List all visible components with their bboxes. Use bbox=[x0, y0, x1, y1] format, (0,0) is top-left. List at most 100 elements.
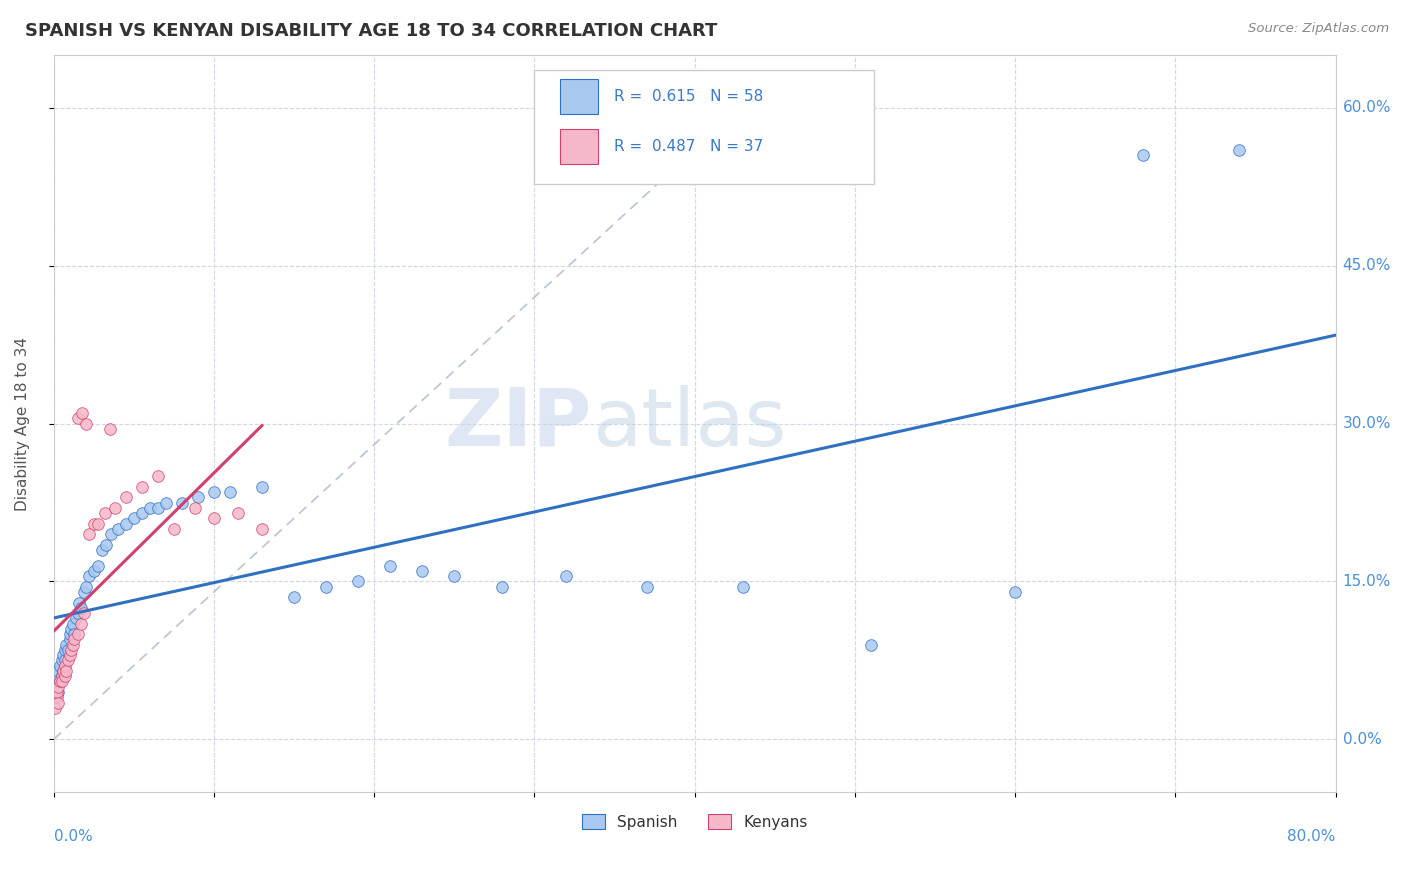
Point bbox=[49, 674, 72, 689]
Point bbox=[636, 580, 658, 594]
Point bbox=[53, 643, 76, 657]
Point bbox=[859, 638, 882, 652]
Point bbox=[83, 564, 105, 578]
Point bbox=[72, 406, 94, 420]
Point bbox=[48, 680, 70, 694]
Point bbox=[48, 685, 70, 699]
Point bbox=[45, 674, 67, 689]
FancyBboxPatch shape bbox=[560, 129, 599, 164]
Point bbox=[45, 669, 67, 683]
Point bbox=[315, 580, 337, 594]
Point bbox=[53, 669, 76, 683]
Point bbox=[202, 485, 225, 500]
Point bbox=[44, 680, 66, 694]
Text: ZIP: ZIP bbox=[444, 384, 592, 463]
Point bbox=[1229, 143, 1251, 157]
Point bbox=[73, 585, 96, 599]
Text: 30.0%: 30.0% bbox=[1343, 416, 1391, 431]
Point bbox=[131, 480, 153, 494]
Point bbox=[59, 627, 82, 641]
Text: Source: ZipAtlas.com: Source: ZipAtlas.com bbox=[1249, 22, 1389, 36]
Point bbox=[51, 669, 73, 683]
Point bbox=[60, 643, 83, 657]
Point bbox=[51, 669, 73, 683]
Point bbox=[202, 511, 225, 525]
Point bbox=[75, 580, 97, 594]
Point bbox=[45, 690, 67, 705]
Point bbox=[52, 664, 75, 678]
Point bbox=[131, 506, 153, 520]
Point bbox=[218, 485, 240, 500]
Point bbox=[163, 522, 186, 536]
Point bbox=[44, 700, 66, 714]
Legend: Spanish, Kenyans: Spanish, Kenyans bbox=[575, 808, 814, 836]
Text: 0.0%: 0.0% bbox=[53, 829, 93, 844]
Point bbox=[183, 500, 205, 515]
Point bbox=[63, 632, 86, 647]
Point bbox=[52, 664, 75, 678]
Point bbox=[62, 638, 84, 652]
Point bbox=[96, 538, 118, 552]
Point bbox=[250, 522, 273, 536]
Point bbox=[53, 658, 76, 673]
Point bbox=[226, 506, 249, 520]
Point bbox=[66, 411, 89, 425]
Text: R =  0.487   N = 37: R = 0.487 N = 37 bbox=[614, 139, 763, 154]
Point bbox=[66, 627, 89, 641]
Point bbox=[107, 522, 129, 536]
Point bbox=[56, 653, 79, 667]
Point bbox=[170, 495, 193, 509]
Point bbox=[56, 643, 79, 657]
Point bbox=[94, 506, 117, 520]
Text: 45.0%: 45.0% bbox=[1343, 258, 1391, 273]
Point bbox=[49, 658, 72, 673]
Point bbox=[283, 591, 305, 605]
FancyBboxPatch shape bbox=[534, 70, 875, 184]
Point bbox=[491, 580, 513, 594]
Point bbox=[59, 648, 82, 662]
Point bbox=[49, 674, 72, 689]
Point bbox=[443, 569, 465, 583]
Point bbox=[90, 542, 112, 557]
Point bbox=[48, 696, 70, 710]
Point bbox=[45, 685, 67, 699]
Point bbox=[48, 664, 70, 678]
Text: 60.0%: 60.0% bbox=[1343, 100, 1391, 115]
Point bbox=[51, 674, 73, 689]
Point bbox=[114, 516, 136, 531]
Y-axis label: Disability Age 18 to 34: Disability Age 18 to 34 bbox=[15, 336, 30, 510]
Point bbox=[731, 580, 754, 594]
Point bbox=[83, 516, 105, 531]
Point bbox=[411, 564, 433, 578]
Point bbox=[250, 480, 273, 494]
Point bbox=[100, 527, 122, 541]
Text: SPANISH VS KENYAN DISABILITY AGE 18 TO 34 CORRELATION CHART: SPANISH VS KENYAN DISABILITY AGE 18 TO 3… bbox=[25, 22, 717, 40]
Point bbox=[139, 500, 162, 515]
Point bbox=[63, 627, 86, 641]
Text: 0.0%: 0.0% bbox=[1343, 731, 1381, 747]
Point bbox=[70, 600, 93, 615]
Point bbox=[378, 558, 401, 573]
Point bbox=[77, 569, 100, 583]
Point bbox=[146, 500, 169, 515]
Text: R =  0.615   N = 58: R = 0.615 N = 58 bbox=[614, 89, 763, 104]
Point bbox=[87, 558, 110, 573]
Point bbox=[187, 490, 209, 504]
Point bbox=[51, 653, 73, 667]
Point bbox=[66, 606, 89, 620]
FancyBboxPatch shape bbox=[560, 78, 599, 114]
Point bbox=[62, 616, 84, 631]
Point bbox=[1132, 148, 1154, 162]
Point bbox=[114, 490, 136, 504]
Point bbox=[146, 469, 169, 483]
Point bbox=[65, 611, 87, 625]
Point bbox=[73, 606, 96, 620]
Point bbox=[122, 511, 145, 525]
Point bbox=[555, 569, 578, 583]
Point bbox=[70, 616, 93, 631]
Text: 80.0%: 80.0% bbox=[1286, 829, 1336, 844]
Point bbox=[347, 574, 370, 589]
Point bbox=[155, 495, 177, 509]
Point bbox=[60, 622, 83, 636]
Text: atlas: atlas bbox=[592, 384, 786, 463]
